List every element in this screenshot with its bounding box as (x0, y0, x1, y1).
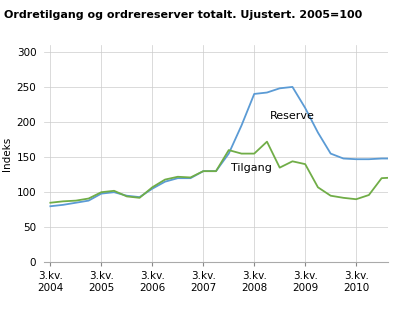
Text: Tilgang: Tilgang (231, 163, 272, 173)
Text: Ordretilgang og ordrereserver totalt. Ujustert. 2005=100: Ordretilgang og ordrereserver totalt. Uj… (4, 10, 362, 20)
Text: Reserve: Reserve (270, 110, 314, 121)
Y-axis label: Indeks: Indeks (2, 136, 12, 171)
